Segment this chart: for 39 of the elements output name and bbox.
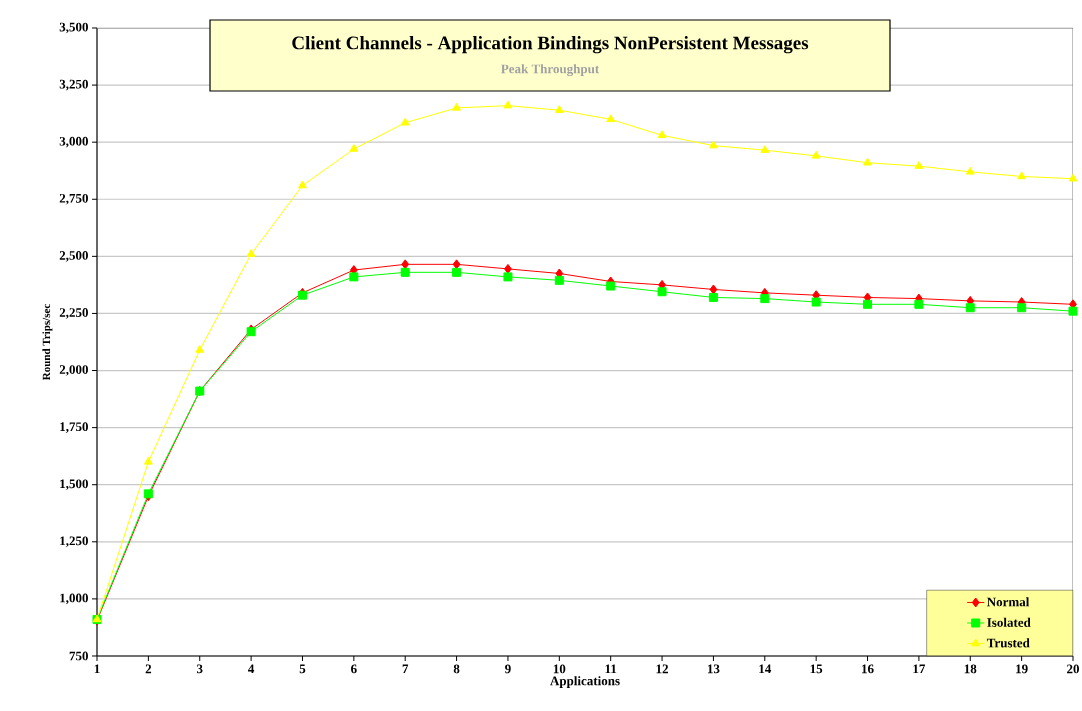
x-tick-label: 13	[707, 664, 720, 674]
chart-title: Client Channels - Application Bindings NonPersistent Messages	[292, 35, 809, 54]
x-tick-label: 2	[145, 664, 152, 674]
x-tick-label: 1	[94, 664, 100, 674]
x-tick-label: 4	[248, 664, 255, 674]
x-tick-label: 10	[553, 664, 566, 674]
y-tick-label: 2,500	[59, 251, 88, 262]
y-tick-label: 2,000	[59, 365, 88, 376]
legend-label: Trusted	[986, 638, 1030, 648]
x-tick-label: 18	[964, 664, 977, 674]
y-tick-label: 1,500	[60, 479, 88, 491]
x-tick-label: 3	[196, 664, 203, 674]
x-tick-label: 8	[453, 664, 460, 674]
x-axis-title: Applications	[550, 676, 620, 688]
x-tick-label: 16	[862, 664, 874, 674]
text: Peak Throughput	[501, 64, 600, 77]
x-tick-label: 14	[759, 664, 772, 674]
legend-label: Isolated	[987, 617, 1031, 627]
y-tick-label: 3,500	[59, 22, 88, 34]
x-tick-label: 17	[913, 664, 926, 674]
y-tick-label: 750	[69, 651, 88, 661]
y-tick-label: 1,000	[60, 593, 88, 605]
x-tick-label: 11	[605, 664, 617, 674]
x-tick-label: 7	[402, 664, 409, 674]
y-tick-label: 1,750	[60, 422, 88, 433]
legend-label: Normal	[987, 597, 1030, 607]
x-tick-label: 12	[656, 664, 668, 674]
x-tick-label: 6	[351, 664, 357, 674]
x-tick-label: 5	[299, 664, 306, 674]
y-tick-label: 3,000	[59, 136, 88, 148]
y-tick-label: 3,250	[59, 79, 88, 91]
x-tick-label: 15	[810, 664, 823, 674]
x-tick-label: 20	[1067, 664, 1080, 674]
x-tick-label: 9	[505, 664, 511, 674]
y-axis-title: Round Trips/sec	[42, 304, 53, 381]
y-tick-label: 1,250	[60, 536, 88, 548]
y-tick-label: 2,250	[59, 308, 88, 319]
y-tick-label: 2,750	[59, 193, 88, 205]
x-tick-label: 19	[1016, 664, 1028, 674]
